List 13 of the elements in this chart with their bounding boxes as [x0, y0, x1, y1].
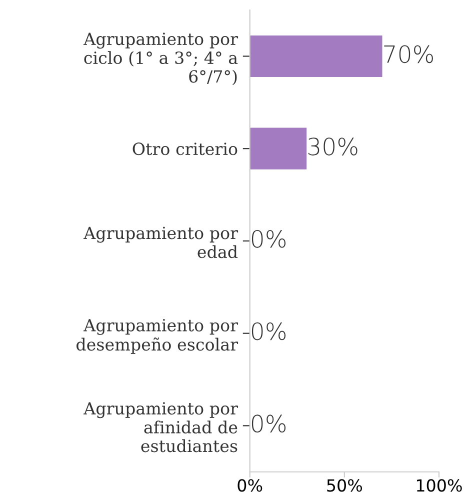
y-tick-label: Otro criterio — [132, 142, 238, 156]
data-label: 0% — [252, 230, 286, 248]
data-label: 0% — [252, 414, 286, 433]
x-tick-label: 0% — [238, 479, 262, 492]
y-tick-label: Agrupamiento por afinidad de estudiantes — [83, 402, 238, 452]
y-tick-label: Agrupamiento por desempeño escolar — [76, 318, 238, 354]
data-label: 70% — [384, 45, 433, 64]
data-label: 30% — [308, 138, 358, 156]
data-label: 0% — [252, 322, 286, 340]
x-tick-label: 50% — [327, 479, 362, 492]
y-tick-label: Agrupamiento por ciclo (1° a 3°; 4° a 6°/7°) — [83, 32, 238, 86]
x-tick-label: 100% — [416, 479, 462, 492]
y-tick-label: Agrupamiento por edad — [83, 226, 238, 258]
